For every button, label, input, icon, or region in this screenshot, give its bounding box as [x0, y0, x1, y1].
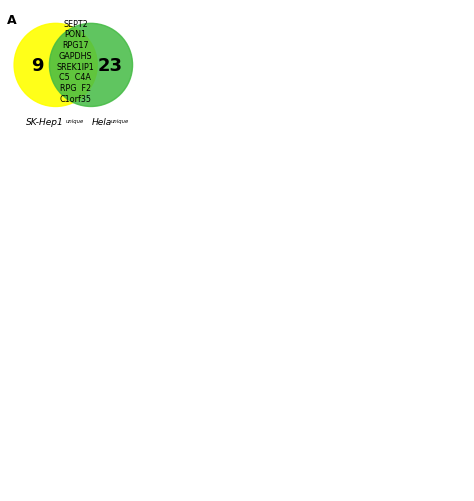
Circle shape: [14, 24, 97, 107]
Text: SK-Hep1: SK-Hep1: [27, 118, 64, 127]
Text: 23: 23: [97, 57, 122, 75]
Text: A: A: [7, 14, 17, 27]
Circle shape: [49, 24, 133, 107]
Text: unique: unique: [65, 119, 84, 124]
Text: SEPT2
PON1
RPG17
GAPDHS
SREK1IP1
C5  C4A
RPG  F2
C1orf35: SEPT2 PON1 RPG17 GAPDHS SREK1IP1 C5 C4A …: [56, 20, 94, 104]
Text: 9: 9: [31, 57, 43, 75]
Text: Hela: Hela: [91, 118, 111, 127]
Text: unique: unique: [110, 119, 128, 124]
